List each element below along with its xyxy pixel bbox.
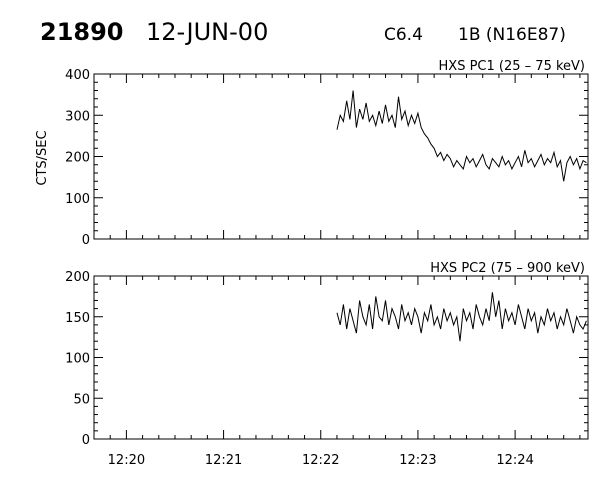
y-tick-label: 100 xyxy=(65,192,90,207)
x-tick-label: 12:20 xyxy=(108,453,145,468)
x-axis-tick-labels: 12:20 12:21 12:22 12:23 12:24 xyxy=(108,453,534,468)
goes-class: C6.4 xyxy=(384,25,423,45)
panel-pc1-frame xyxy=(93,73,589,240)
x-tick-label: 12:22 xyxy=(302,453,339,468)
panel-pc2-title: HXS PC2 (75 – 900 keV) xyxy=(430,261,585,276)
panel-pc2-frame xyxy=(93,275,589,440)
panel-pc1: HXS PC1 (25 – 75 keV) CTS/SEC 0 100 200 300… xyxy=(35,59,589,248)
y-tick-label: 300 xyxy=(65,109,90,124)
optical-class-location: 1B (N16E87) xyxy=(458,25,566,45)
y-tick-label: 200 xyxy=(65,270,90,285)
y-tick-label: 50 xyxy=(73,392,90,407)
event-id: 21890 xyxy=(40,18,124,46)
y-tick-label: 0 xyxy=(82,233,90,248)
x-tick-label: 12:24 xyxy=(496,453,533,468)
x-tick-label: 12:21 xyxy=(205,453,242,468)
panel-pc1-title: HXS PC1 (25 – 75 keV) xyxy=(439,59,585,74)
y-tick-label: 150 xyxy=(65,311,90,326)
panel-pc1-series-line xyxy=(336,90,587,182)
y-tick-label: 0 xyxy=(82,433,90,448)
y-tick-label: 100 xyxy=(65,352,90,367)
y-tick-label: 400 xyxy=(65,68,90,83)
event-date: 12-JUN-00 xyxy=(146,18,268,46)
panel-pc1-axes: 0 100 200 300 400 xyxy=(65,68,588,248)
panel-pc2-axes: 0 50 100 150 200 xyxy=(65,270,588,448)
y-tick-label: 200 xyxy=(65,151,90,166)
x-tick-label: 12:23 xyxy=(399,453,436,468)
panel-pc2: HXS PC2 (75 – 900 keV) 0 50 100 150 200 xyxy=(65,261,589,448)
y-axis-label: CTS/SEC xyxy=(35,130,50,185)
panel-pc2-series-line xyxy=(336,292,587,342)
